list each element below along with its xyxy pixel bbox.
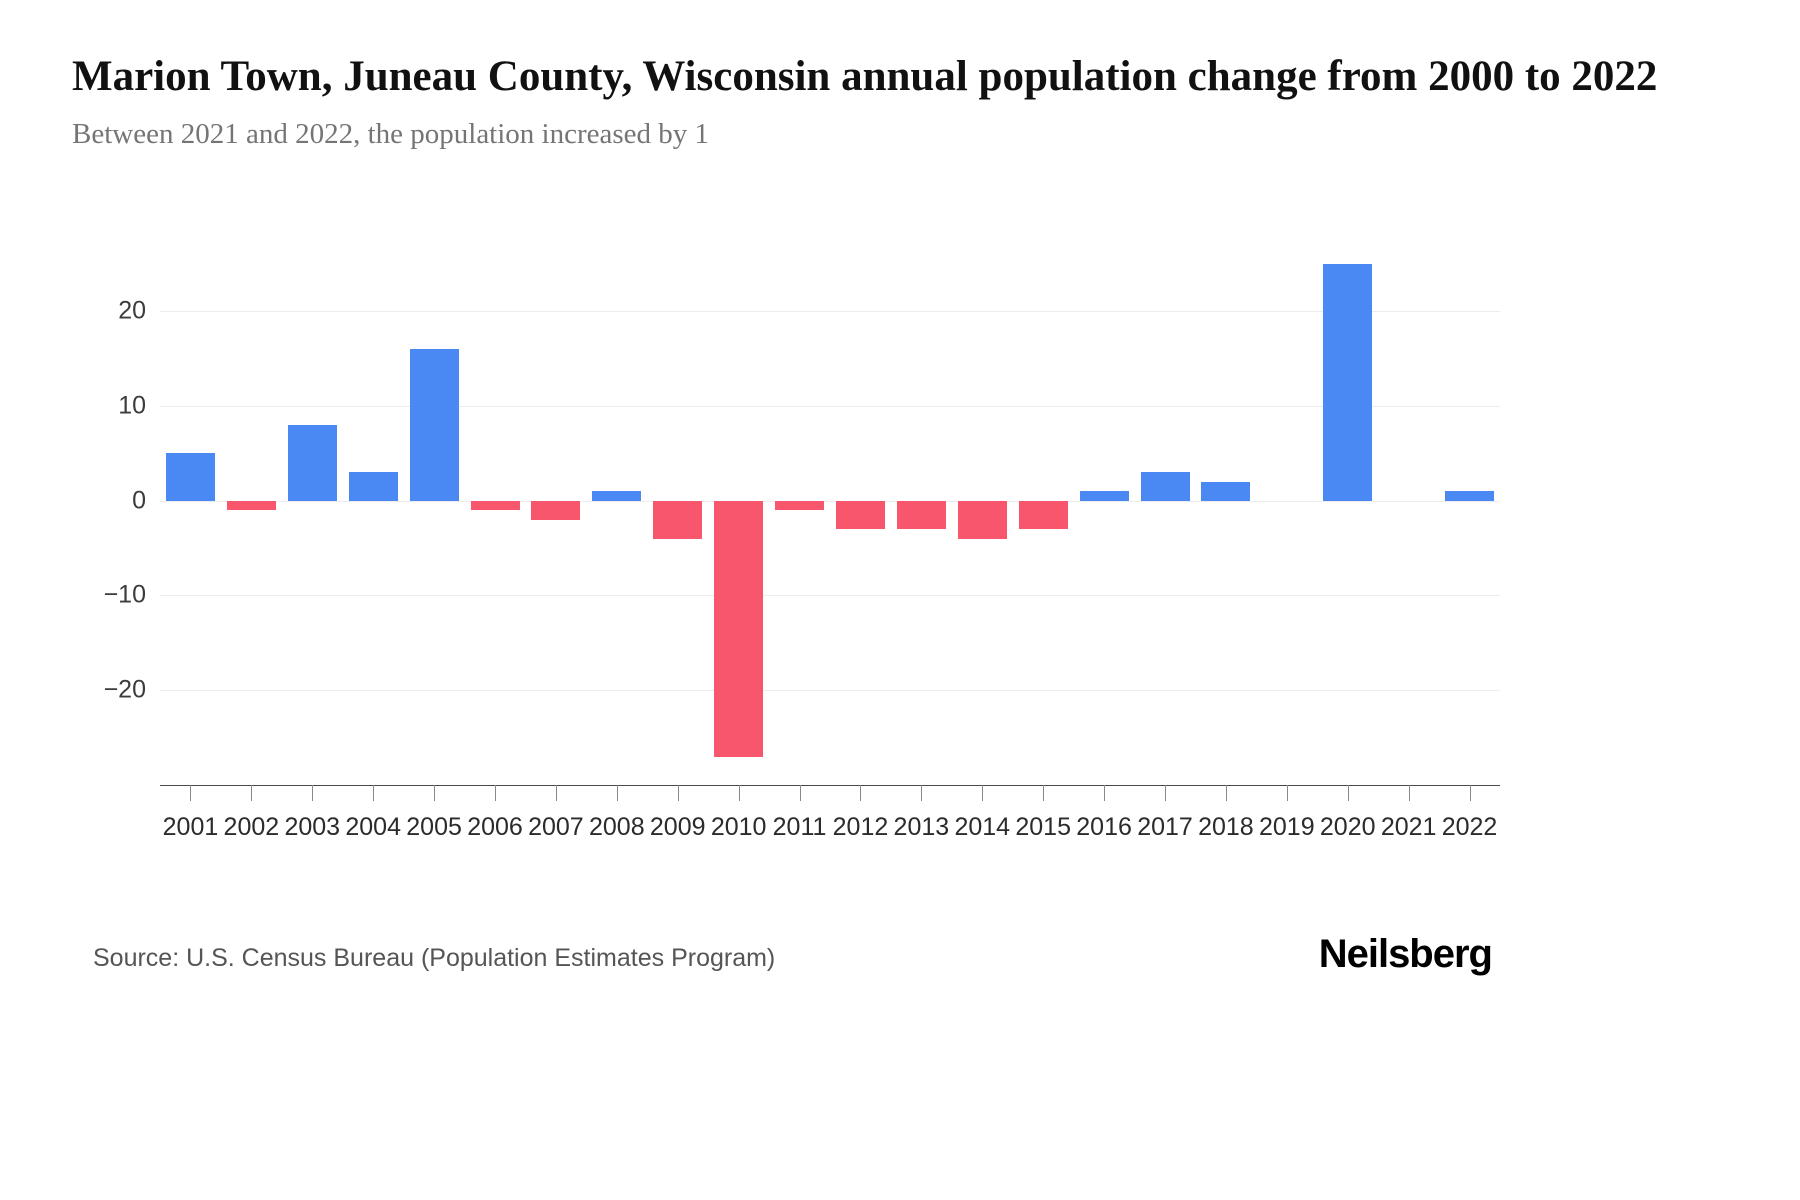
x-axis-label-2015: 2015 [1015,813,1071,841]
bar-2005[interactable] [409,349,459,501]
bar-2003[interactable] [287,424,337,501]
x-tick-2012 [860,785,862,801]
bar-2018[interactable] [1201,481,1251,501]
x-axis-label-2022: 2022 [1441,813,1498,841]
x-tick-2002 [251,785,253,801]
x-tick-2013 [921,785,923,801]
x-tick-2004 [373,785,375,801]
x-axis-label-2014: 2014 [954,813,1011,841]
gridline-y-20 [160,311,1500,313]
x-axis-label-2017: 2017 [1137,813,1193,841]
y-axis-label-0: 0 [132,486,146,515]
x-tick-2011 [799,785,801,801]
x-tick-2020 [1347,785,1349,801]
x-tick-2009 [677,785,679,801]
source-attribution: Source: U.S. Census Bureau (Population E… [93,944,776,972]
chart-title: Marion Town, Juneau County, Wisconsin an… [72,53,1658,100]
bar-2011[interactable] [775,500,825,511]
x-axis-label-2009: 2009 [649,813,706,841]
bar-2020[interactable] [1323,263,1373,501]
bar-2009[interactable] [653,500,703,539]
x-tick-2019 [1286,785,1288,801]
bar-2013[interactable] [896,500,946,530]
x-axis-label-2011: 2011 [772,813,827,841]
x-tick-2016 [1104,785,1106,801]
bar-2014[interactable] [957,500,1007,539]
bar-2010[interactable] [714,500,764,757]
x-axis-label-2012: 2012 [832,813,889,841]
x-axis-label-2008: 2008 [589,813,645,841]
bar-2001[interactable] [165,453,215,501]
bar-2004[interactable] [348,472,398,501]
bar-2012[interactable] [835,500,885,530]
x-axis-label-2021: 2021 [1380,813,1437,841]
x-axis-label-2013: 2013 [893,813,950,841]
x-axis-label-2019: 2019 [1259,813,1315,841]
bar-2007[interactable] [531,500,581,520]
x-axis-label-2005: 2005 [406,813,462,841]
y-axis-label--10: −10 [103,580,146,609]
gridline-y--20 [160,690,1500,692]
x-tick-2022 [1469,785,1471,801]
x-axis-label-2018: 2018 [1198,813,1254,841]
x-tick-2017 [1165,785,1166,801]
x-tick-2005 [434,785,436,801]
plot-area: 20 10 0 −10 −20 2001 2002 2003 2004 2005 2006 2007 2… [104,240,1500,841]
x-axis-label-2001: 2001 [162,813,219,841]
x-axis-label-2010: 2010 [710,813,767,841]
x-tick-2014 [982,785,984,801]
x-axis-label-2020: 2020 [1319,813,1376,841]
x-tick-2015 [1043,785,1045,801]
bar-2008[interactable] [592,491,642,501]
y-axis-label-10: 10 [118,391,146,420]
y-axis-label-20: 20 [118,296,146,325]
y-axis-label--20: −20 [103,675,146,704]
x-axis-label-2002: 2002 [223,813,280,841]
bar-2006[interactable] [470,500,520,511]
x-axis-label-2016: 2016 [1076,813,1132,841]
x-axis-label-2003: 2003 [284,813,341,841]
x-axis-label-2007: 2007 [528,813,584,841]
chart-subtitle: Between 2021 and 2022, the population in… [72,118,710,150]
bar-2015[interactable] [1018,500,1068,530]
x-tick-2010 [738,785,740,801]
gridline-y--10 [160,595,1500,597]
bar-2002[interactable] [226,500,276,511]
x-tick-2021 [1408,785,1410,801]
gridline-y-10 [160,405,1500,407]
bar-2016[interactable] [1079,491,1129,501]
x-tick-2007 [555,785,557,801]
neilsberg-logo: Neilsberg [1318,932,1493,976]
x-tick-2018 [1225,785,1227,801]
x-tick-2006 [495,785,496,801]
bar-2017[interactable] [1140,472,1190,501]
bar-2022[interactable] [1445,491,1495,501]
x-axis-label-2004: 2004 [345,813,401,841]
gridline-y-0 [160,500,1500,502]
x-axis-label-2006: 2006 [467,813,523,841]
x-axis-line [160,785,1500,786]
x-tick-2001 [190,785,192,801]
x-tick-2003 [312,785,314,801]
x-tick-2008 [616,785,618,801]
